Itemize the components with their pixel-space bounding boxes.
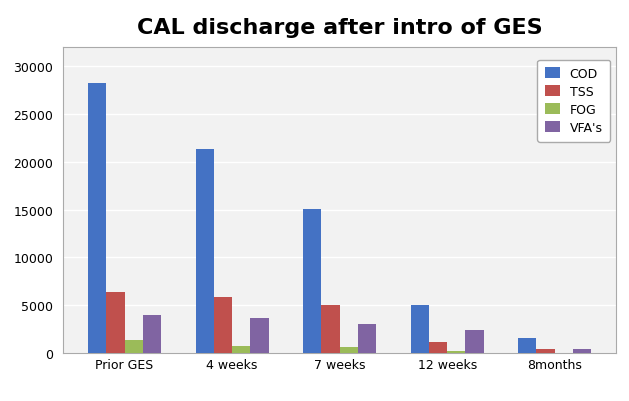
Bar (573, 350, 591, 353)
Bar (303, 209, 321, 353)
Title: CAL discharge after intro of GES: CAL discharge after intro of GES (137, 18, 542, 38)
Bar (143, 315, 161, 353)
Bar (196, 150, 214, 353)
Bar (411, 305, 429, 353)
Bar (429, 342, 447, 353)
Bar (447, 351, 465, 353)
Bar (321, 305, 340, 353)
Bar (250, 318, 269, 353)
Bar (537, 349, 555, 353)
Bar (106, 292, 125, 353)
Bar (232, 346, 250, 353)
Bar (125, 340, 143, 353)
Bar (340, 347, 358, 353)
Legend: COD, TSS, FOG, VFA's: COD, TSS, FOG, VFA's (537, 61, 610, 142)
Bar (88, 83, 106, 353)
Bar (518, 338, 537, 353)
Bar (358, 324, 376, 353)
Bar (465, 330, 484, 353)
Bar (214, 298, 232, 353)
